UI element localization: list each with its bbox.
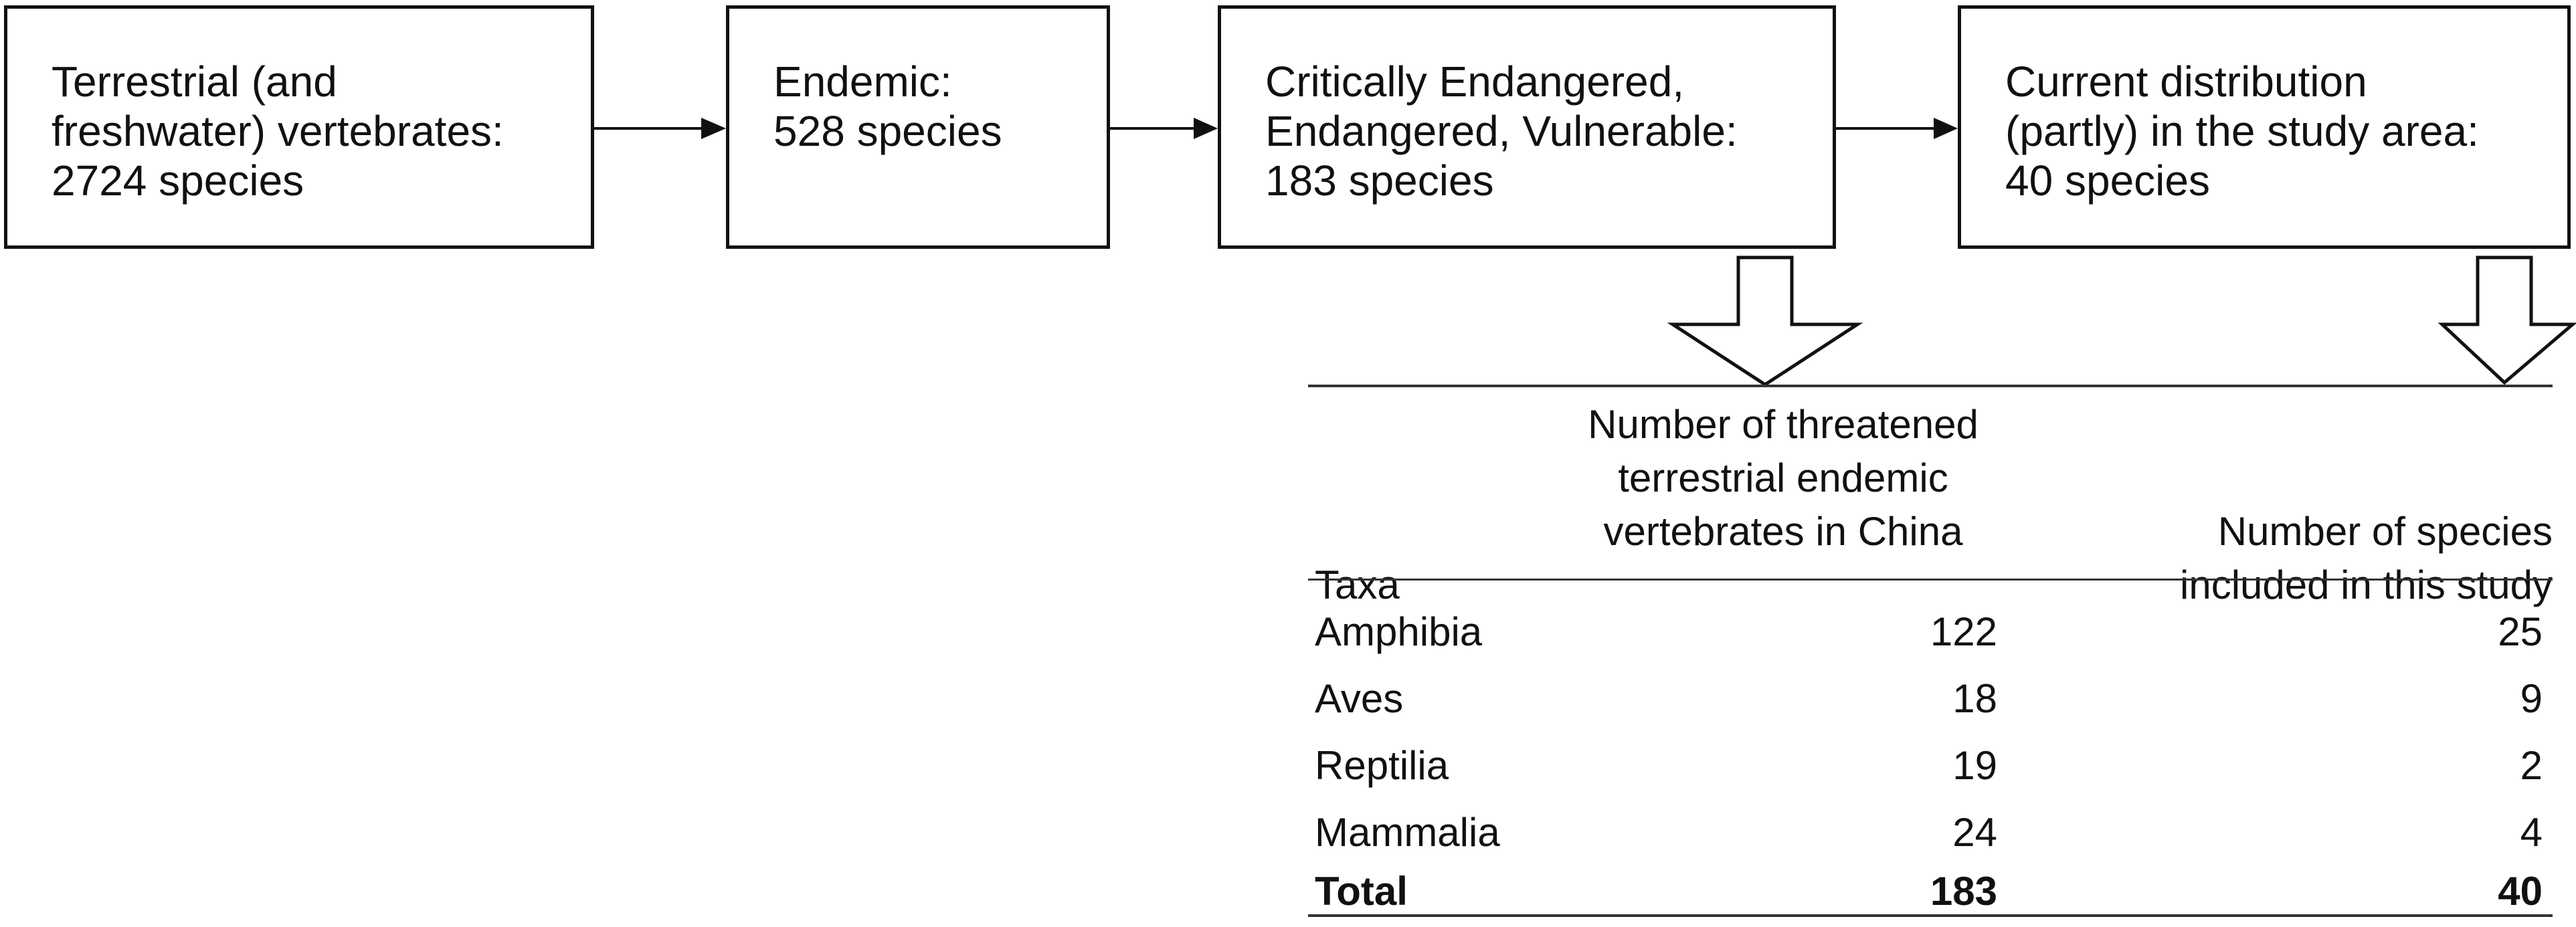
table-top-rule [1308, 385, 2553, 387]
row-included: 2 [2520, 743, 2543, 788]
total-label: Total [1315, 869, 1408, 914]
flow-box-all-vertebrates: Terrestrial (and freshwater) vertebrates… [4, 5, 594, 249]
arrow-right-icon [1836, 118, 1958, 139]
row-threatened: 18 [1952, 676, 1997, 721]
total-threatened: 183 [1930, 869, 1997, 914]
row-included: 4 [2520, 810, 2543, 855]
row-threatened: 19 [1952, 743, 1997, 788]
header-threatened: Number of threatened terrestrial endemic… [1588, 402, 1979, 554]
hollow-down-arrow-icon [1667, 255, 1863, 387]
table-bottom-rule [1308, 914, 2553, 917]
total-included: 40 [2498, 869, 2543, 914]
hollow-down-arrow-icon [2437, 255, 2576, 385]
header-included: Number of species included in this study [2180, 509, 2553, 607]
arrow-right-icon [594, 118, 726, 139]
row-threatened: 24 [1952, 810, 1997, 855]
row-taxa: Mammalia [1315, 810, 1500, 855]
header-taxa: Taxa [1315, 562, 1400, 607]
flow-arrows [594, 118, 2576, 387]
arrow-right-icon [1110, 118, 1218, 139]
row-threatened: 122 [1930, 609, 1997, 654]
flow-box-endemic: Endemic: 528 species [726, 5, 1110, 249]
flow-box-threatened: Critically Endangered, Endangered, Vulne… [1218, 5, 1836, 249]
row-taxa: Amphibia [1315, 609, 1483, 654]
row-taxa: Aves [1315, 676, 1404, 721]
row-included: 25 [2498, 609, 2543, 654]
flow-box-study-area: Current distribution (partly) in the stu… [1958, 5, 2571, 249]
row-taxa: Reptilia [1315, 743, 1449, 788]
row-included: 9 [2520, 676, 2543, 721]
table-header-rule [1308, 579, 2553, 581]
